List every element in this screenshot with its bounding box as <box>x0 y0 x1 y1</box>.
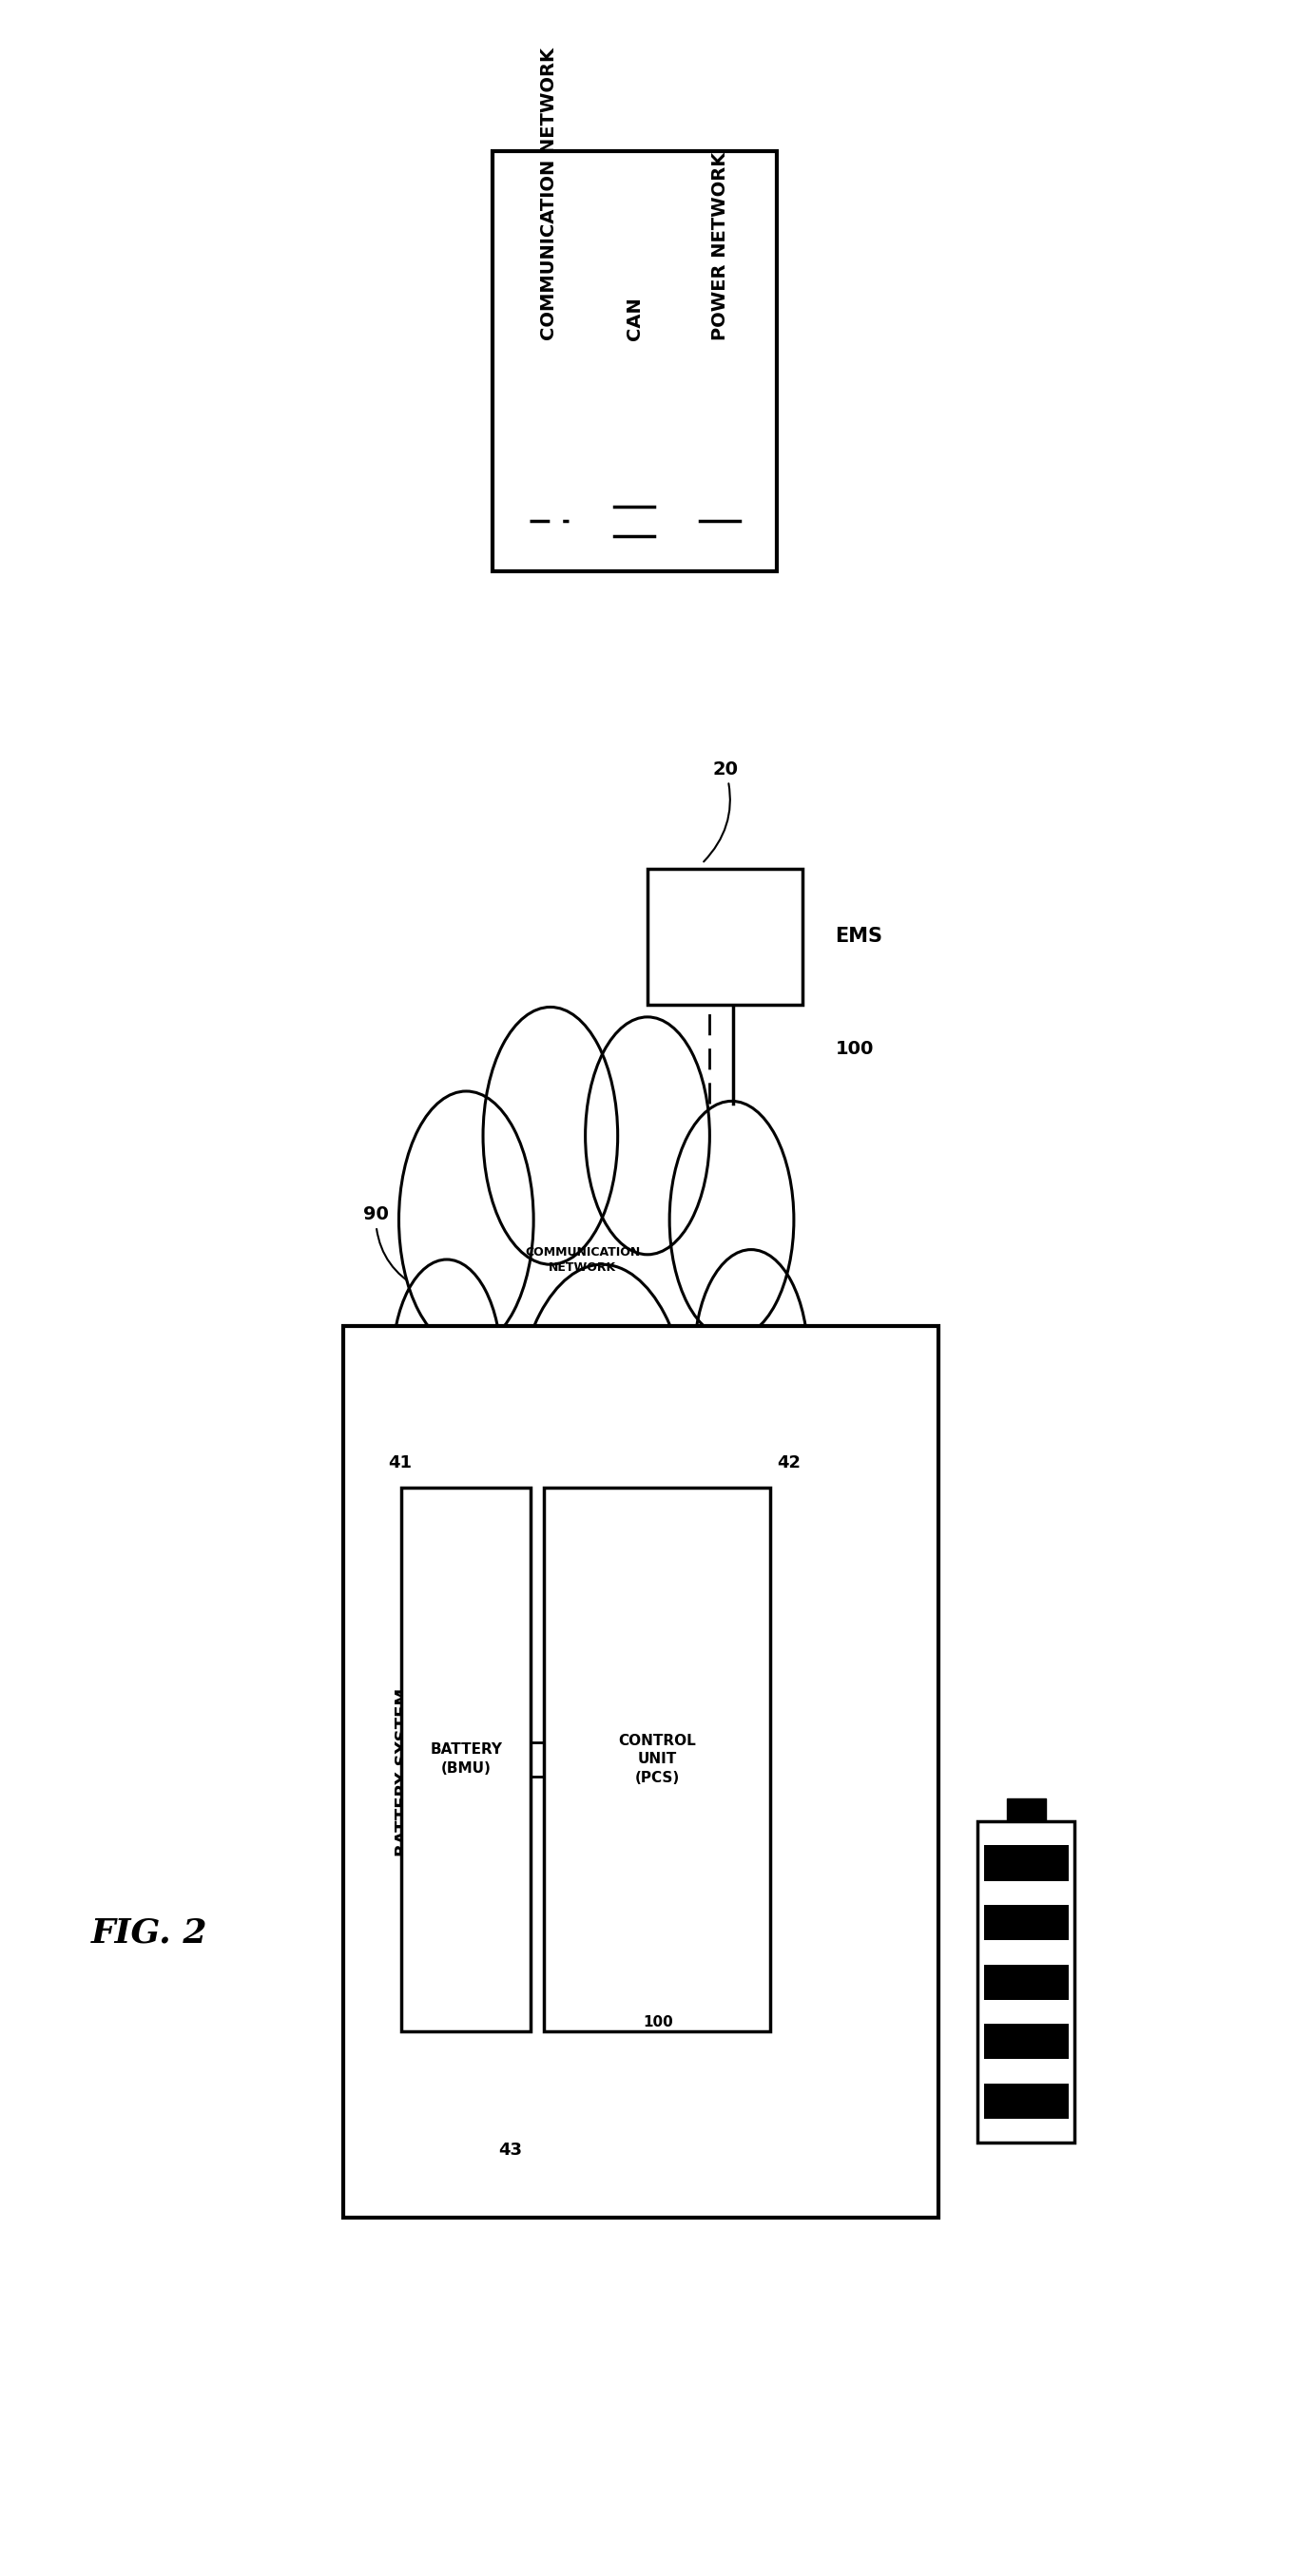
Ellipse shape <box>408 1164 771 1463</box>
Circle shape <box>694 1249 808 1468</box>
Text: CONTROL
UNIT
(PCS): CONTROL UNIT (PCS) <box>618 1734 697 1785</box>
Text: POWER NETWORK: POWER NETWORK <box>522 1381 644 1394</box>
Text: 100: 100 <box>835 1041 874 1059</box>
Circle shape <box>399 1092 534 1350</box>
Bar <box>544 1486 771 2032</box>
Text: POWER NETWORK: POWER NETWORK <box>711 152 729 340</box>
Circle shape <box>514 1265 690 1602</box>
Bar <box>984 2025 1068 2058</box>
Bar <box>984 1965 1068 1999</box>
Bar <box>984 2084 1068 2120</box>
Bar <box>492 152 777 572</box>
Bar <box>984 1844 1068 1880</box>
Circle shape <box>392 1260 501 1468</box>
Text: 40: 40 <box>521 1188 592 1319</box>
Text: 100: 100 <box>642 2014 673 2030</box>
Text: BATTERY SYSTEM: BATTERY SYSTEM <box>394 1687 412 1855</box>
Bar <box>401 1486 531 2032</box>
Circle shape <box>585 1018 710 1255</box>
Text: 42: 42 <box>777 1453 800 1471</box>
Text: COMMUNICATION NETWORK: COMMUNICATION NETWORK <box>540 46 558 340</box>
Text: 43: 43 <box>499 2143 522 2159</box>
Bar <box>343 1327 939 2218</box>
Bar <box>648 868 803 1005</box>
Text: FIG. 2: FIG. 2 <box>91 1917 207 1950</box>
Text: CAN: CAN <box>625 296 644 340</box>
Text: 41: 41 <box>388 1453 412 1471</box>
Text: EMS: EMS <box>835 927 883 945</box>
Circle shape <box>670 1100 794 1340</box>
Circle shape <box>483 1007 618 1265</box>
Bar <box>984 1904 1068 1940</box>
Bar <box>1006 1798 1046 1821</box>
Text: 20: 20 <box>703 760 738 860</box>
Text: 90: 90 <box>363 1206 418 1288</box>
Bar <box>978 1821 1075 2143</box>
Text: COMMUNICATION
NETWORK: COMMUNICATION NETWORK <box>524 1247 641 1273</box>
Text: BATTERY
(BMU): BATTERY (BMU) <box>430 1744 502 1775</box>
